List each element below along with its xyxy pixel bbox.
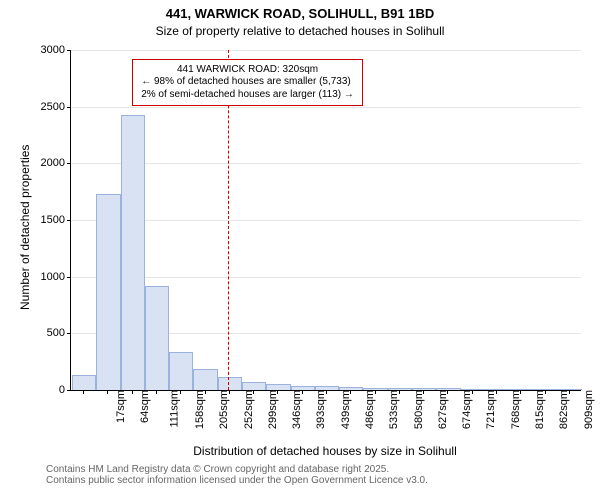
gridline-h — [71, 50, 581, 51]
histogram-bar — [193, 369, 217, 390]
xtick-mark — [156, 390, 157, 394]
histogram-bar — [169, 352, 193, 390]
chart-title: 441, WARWICK ROAD, SOLIHULL, B91 1BD — [0, 6, 600, 21]
xtick-mark — [83, 390, 84, 394]
xtick-label: 768sqm — [508, 390, 522, 429]
xtick-mark — [326, 390, 327, 394]
xtick-mark — [423, 390, 424, 394]
xtick-mark — [520, 390, 521, 394]
xtick-label: 252sqm — [241, 390, 255, 429]
histogram-bar — [145, 286, 169, 390]
gridline-h — [71, 220, 581, 221]
ytick-label: 2000 — [41, 157, 71, 169]
annotation-line: 441 WARWICK ROAD: 320sqm — [141, 64, 354, 77]
xtick-label: 205sqm — [216, 390, 230, 429]
xtick-label: 815sqm — [532, 390, 546, 429]
xtick-label: 393sqm — [314, 390, 328, 429]
xtick-mark — [545, 390, 546, 394]
plot-area: 05001000150020002500300017sqm64sqm111sqm… — [70, 50, 581, 391]
footer: Contains HM Land Registry data © Crown c… — [0, 464, 600, 486]
annotation-box: 441 WARWICK ROAD: 320sqm← 98% of detache… — [132, 59, 363, 107]
xtick-mark — [277, 390, 278, 394]
x-axis-label: Distribution of detached houses by size … — [70, 444, 580, 458]
xtick-mark — [107, 390, 108, 394]
xtick-mark — [302, 390, 303, 394]
xtick-label: 158sqm — [192, 390, 206, 429]
xtick-mark — [399, 390, 400, 394]
xtick-label: 346sqm — [289, 390, 303, 429]
xtick-mark — [253, 390, 254, 394]
ytick-label: 2500 — [41, 101, 71, 113]
footer-line-2: Contains public sector information licen… — [46, 475, 600, 486]
histogram-bar — [121, 115, 145, 390]
annotation-line: ← 98% of detached houses are smaller (5,… — [141, 76, 354, 89]
histogram-bar — [242, 382, 266, 390]
xtick-mark — [132, 390, 133, 394]
ytick-label: 0 — [59, 384, 71, 396]
xtick-mark — [180, 390, 181, 394]
gridline-h — [71, 163, 581, 164]
annotation-line: 2% of semi-detached houses are larger (1… — [141, 89, 354, 102]
chart-container: 441, WARWICK ROAD, SOLIHULL, B91 1BD Siz… — [0, 0, 600, 500]
histogram-bar — [96, 194, 120, 390]
footer-line-1: Contains HM Land Registry data © Crown c… — [46, 464, 600, 475]
xtick-label: 17sqm — [113, 390, 127, 423]
xtick-mark — [375, 390, 376, 394]
xtick-label: 111sqm — [166, 390, 180, 428]
y-axis-label: Number of detached properties — [18, 145, 32, 310]
xtick-mark — [447, 390, 448, 394]
xtick-label: 909sqm — [581, 390, 595, 429]
xtick-mark — [205, 390, 206, 394]
xtick-label: 533sqm — [386, 390, 400, 429]
xtick-mark — [229, 390, 230, 394]
chart-subtitle: Size of property relative to detached ho… — [0, 24, 600, 38]
ytick-label: 1500 — [41, 214, 71, 226]
histogram-bar — [72, 375, 96, 390]
xtick-label: 580sqm — [411, 390, 425, 429]
gridline-h — [71, 107, 581, 108]
ytick-label: 500 — [47, 327, 71, 339]
xtick-label: 439sqm — [338, 390, 352, 429]
xtick-label: 486sqm — [362, 390, 376, 429]
xtick-mark — [569, 390, 570, 394]
xtick-label: 627sqm — [435, 390, 449, 429]
ytick-label: 1000 — [41, 271, 71, 283]
gridline-h — [71, 277, 581, 278]
xtick-label: 862sqm — [556, 390, 570, 429]
xtick-label: 64sqm — [137, 390, 151, 423]
xtick-mark — [350, 390, 351, 394]
xtick-label: 721sqm — [484, 390, 498, 429]
xtick-label: 674sqm — [459, 390, 473, 429]
xtick-mark — [472, 390, 473, 394]
xtick-mark — [496, 390, 497, 394]
xtick-label: 299sqm — [265, 390, 279, 429]
ytick-label: 3000 — [41, 44, 71, 56]
histogram-bar — [218, 377, 242, 390]
